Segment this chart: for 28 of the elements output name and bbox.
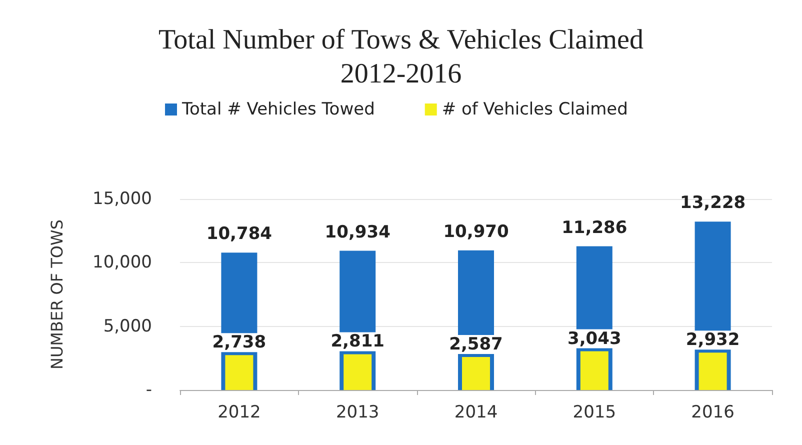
x-tick-label: 2016 bbox=[691, 402, 734, 422]
bar bbox=[225, 355, 254, 390]
chart-title: Total Number of Tows & Vehicles Claimed 2012-2016 bbox=[158, 24, 644, 90]
x-tick-label: 2014 bbox=[454, 402, 498, 422]
legend-label: Total # Vehicles Towed bbox=[181, 100, 375, 120]
data-label: 3,043 bbox=[568, 328, 622, 349]
y-axis-title: NUMBER OF TOWS bbox=[48, 220, 66, 370]
bar bbox=[580, 351, 608, 390]
bar bbox=[698, 352, 727, 390]
y-tick-label: 10,000 bbox=[92, 252, 152, 273]
data-label: 10,784 bbox=[206, 224, 272, 244]
legend-label: # of Vehicles Claimed bbox=[442, 100, 628, 120]
data-label: 10,934 bbox=[324, 222, 391, 242]
data-label: 11,286 bbox=[562, 218, 628, 238]
y-tick-label: - bbox=[146, 380, 152, 400]
data-label: 13,228 bbox=[680, 193, 746, 214]
x-tick-label: 2012 bbox=[218, 402, 261, 422]
bar bbox=[344, 354, 372, 390]
x-tick-label: 2013 bbox=[336, 402, 380, 422]
data-label: 2,587 bbox=[449, 334, 503, 355]
data-label: 2,932 bbox=[686, 330, 740, 350]
bar bbox=[462, 357, 490, 390]
y-tick-label: 15,000 bbox=[92, 189, 152, 209]
data-label: 10,970 bbox=[443, 222, 509, 242]
x-tick-label: 2015 bbox=[572, 402, 616, 422]
y-tick-label: 5,000 bbox=[103, 316, 152, 336]
data-label: 2,738 bbox=[212, 332, 266, 353]
data-label: 2,811 bbox=[330, 332, 384, 352]
